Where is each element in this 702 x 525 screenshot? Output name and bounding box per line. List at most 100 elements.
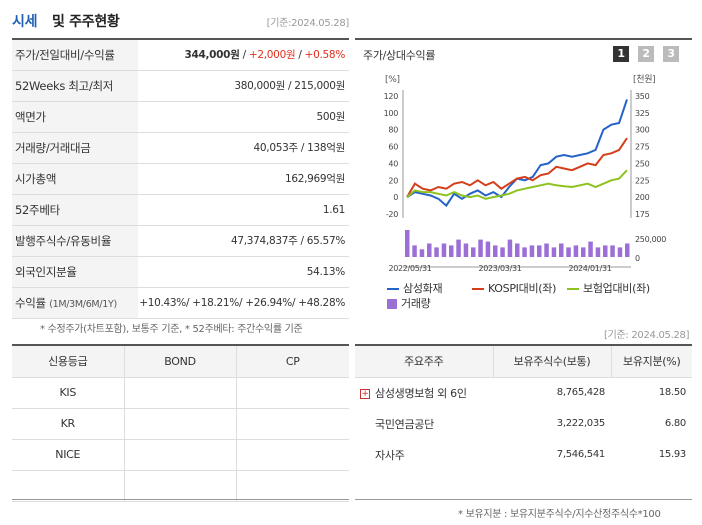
- volume-bar: [551, 247, 557, 257]
- table-row: 자사주 7,546,541 15.93: [355, 439, 692, 470]
- quote-info-table: 주가/전일대비/수익률 344,000원 / +2,000원 / +0.58% …: [12, 38, 349, 319]
- price-chart: [%] [천원]120100806040200-20350325300275250…: [384, 74, 667, 273]
- volume-bar: [581, 247, 586, 257]
- holder-pct: 15.93: [658, 449, 686, 460]
- series-line: [406, 169, 628, 200]
- volume-bar: [500, 247, 505, 257]
- y-tick-label-right: 350: [635, 92, 650, 101]
- info-value-price: 344,000원 / +2,000원 / +0.58%: [138, 40, 349, 70]
- price-change-pct: +0.58%: [304, 49, 346, 61]
- table-row: KIS: [12, 377, 349, 409]
- volume-bar: [412, 245, 417, 257]
- bond-rating: [123, 470, 236, 502]
- info-value: 162,969억원: [284, 173, 345, 185]
- volume-bar: [463, 243, 469, 257]
- info-row-par-value: 액면가 500원: [12, 102, 349, 133]
- returns-label: 수익률: [15, 296, 46, 310]
- volume-bar: [537, 245, 542, 257]
- volume-bar: [419, 249, 425, 257]
- volume-bar: [441, 243, 447, 257]
- table-row: 국민연금공단 3,222,035 6.80: [355, 408, 692, 439]
- info-value: 54.13%: [306, 266, 346, 278]
- volume-bar: [507, 239, 513, 257]
- info-row-52weeks: 52Weeks 최고/최저 380,000원 / 215,000원: [12, 71, 349, 102]
- volume-bar: [566, 247, 571, 257]
- section-title-highlight: 시세: [12, 14, 38, 30]
- volume-tick-label: 250,000: [635, 235, 666, 244]
- cp-rating: [235, 439, 349, 471]
- info-row-beta: 52주베타 1.61: [12, 195, 349, 226]
- legend-label: KOSPI대비(좌): [488, 282, 557, 295]
- holder-shares: 8,765,428: [556, 387, 606, 399]
- legend-label: 삼성화재: [403, 282, 443, 295]
- table-row: [355, 470, 692, 506]
- y-tick-label-left: 0: [393, 193, 398, 202]
- legend-swatch: [387, 299, 397, 309]
- legend-label: 보험업대비(좌): [583, 282, 650, 295]
- chart-page-1-button[interactable]: 1: [613, 46, 629, 62]
- volume-bar: [603, 245, 608, 257]
- y-tick-label-right: 250: [635, 159, 650, 168]
- legend-swatch: [387, 288, 399, 290]
- info-value: 1.61: [322, 204, 345, 216]
- cp-rating: [235, 470, 349, 502]
- y-tick-label-right: 225: [635, 176, 650, 185]
- rating-agency: [12, 470, 124, 502]
- section-header: 시세 및 주주현황 [기준:2024.05.28]: [12, 8, 349, 32]
- info-row-returns: 수익률 (1M/3M/6M/1Y) +10.43%/ +18.21%/ +26.…: [12, 288, 349, 319]
- table-row: NICE: [12, 439, 349, 471]
- chart-title: 주가/상대수익률: [363, 49, 436, 62]
- y-tick-label-left: 80: [388, 126, 398, 135]
- legend-item: 삼성화재: [387, 280, 443, 296]
- chart-page-3-button[interactable]: 3: [663, 46, 679, 62]
- info-label: 52Weeks 최고/최저: [12, 71, 138, 101]
- y-tick-label-right: 325: [635, 109, 650, 118]
- cp-rating: [235, 377, 349, 409]
- expand-icon[interactable]: +: [360, 388, 370, 399]
- holder-name: 국민연금공단: [375, 417, 434, 431]
- reference-date: [기준:2024.05.28]: [266, 18, 350, 29]
- y-tick-label-left: 60: [388, 143, 398, 152]
- volume-bar: [493, 245, 498, 257]
- chart-page-2-button[interactable]: 2: [638, 46, 654, 62]
- y-tick-label-left: 40: [388, 159, 398, 168]
- bond-rating: [123, 408, 236, 440]
- y-left-unit: [%]: [385, 75, 400, 85]
- info-value: 380,000원 / 215,000원: [234, 80, 345, 92]
- bond-rating: [123, 439, 236, 471]
- volume-bar: [625, 243, 630, 257]
- legend-label: 거래량: [401, 297, 431, 310]
- y-tick-label-left: -20: [386, 210, 398, 219]
- volume-bar: [544, 243, 549, 257]
- section-title: 및 주주현황: [52, 14, 120, 30]
- reference-date-2: [기준: 2024.05.28]: [604, 330, 690, 341]
- holder-shares: 3,222,035: [556, 418, 606, 429]
- holder-pct: 6.80: [664, 418, 686, 429]
- legend-item: 거래량: [387, 295, 431, 311]
- volume-bar: [456, 239, 461, 257]
- holder-name-cell: + 삼성생명보험 외 6인: [355, 377, 493, 408]
- info-label: 52주베타: [12, 195, 138, 225]
- major-shareholders-table: 주요주주 보유주식수(보통) 보유지분(%) + 삼성생명보험 외 6인 8,76…: [355, 344, 692, 506]
- footnote-right: * 보유지분 : 보유지분주식수/지수산정주식수*100: [458, 509, 661, 520]
- info-row-market-cap: 시가총액 162,969억원: [12, 164, 349, 195]
- info-value: 40,053주 / 138억원: [253, 142, 346, 154]
- divider: [355, 499, 692, 500]
- y-tick-label-left: 100: [384, 109, 399, 118]
- y-tick-label-right: 200: [635, 193, 650, 202]
- col-header: 보유지분(%): [610, 345, 692, 378]
- price-change: +2,000원: [248, 49, 296, 61]
- volume-bar: [478, 239, 483, 257]
- credit-rating-table: 신용등급 BOND CP KIS KR NICE: [12, 344, 349, 502]
- table-row: [12, 470, 349, 502]
- series-line: [406, 137, 628, 198]
- volume-bar: [405, 230, 410, 257]
- table-row: KR: [12, 408, 349, 440]
- volume-bar: [588, 241, 593, 257]
- info-label: 주가/전일대비/수익률: [12, 40, 138, 70]
- col-header: 신용등급: [12, 345, 124, 378]
- info-row-foreign: 외국인지분율 54.13%: [12, 257, 349, 288]
- holder-name[interactable]: 삼성생명보험 외 6인: [375, 386, 467, 400]
- legend-item: 보험업대비(좌): [567, 280, 650, 296]
- x-tick-label: 2024/01/31: [568, 264, 611, 273]
